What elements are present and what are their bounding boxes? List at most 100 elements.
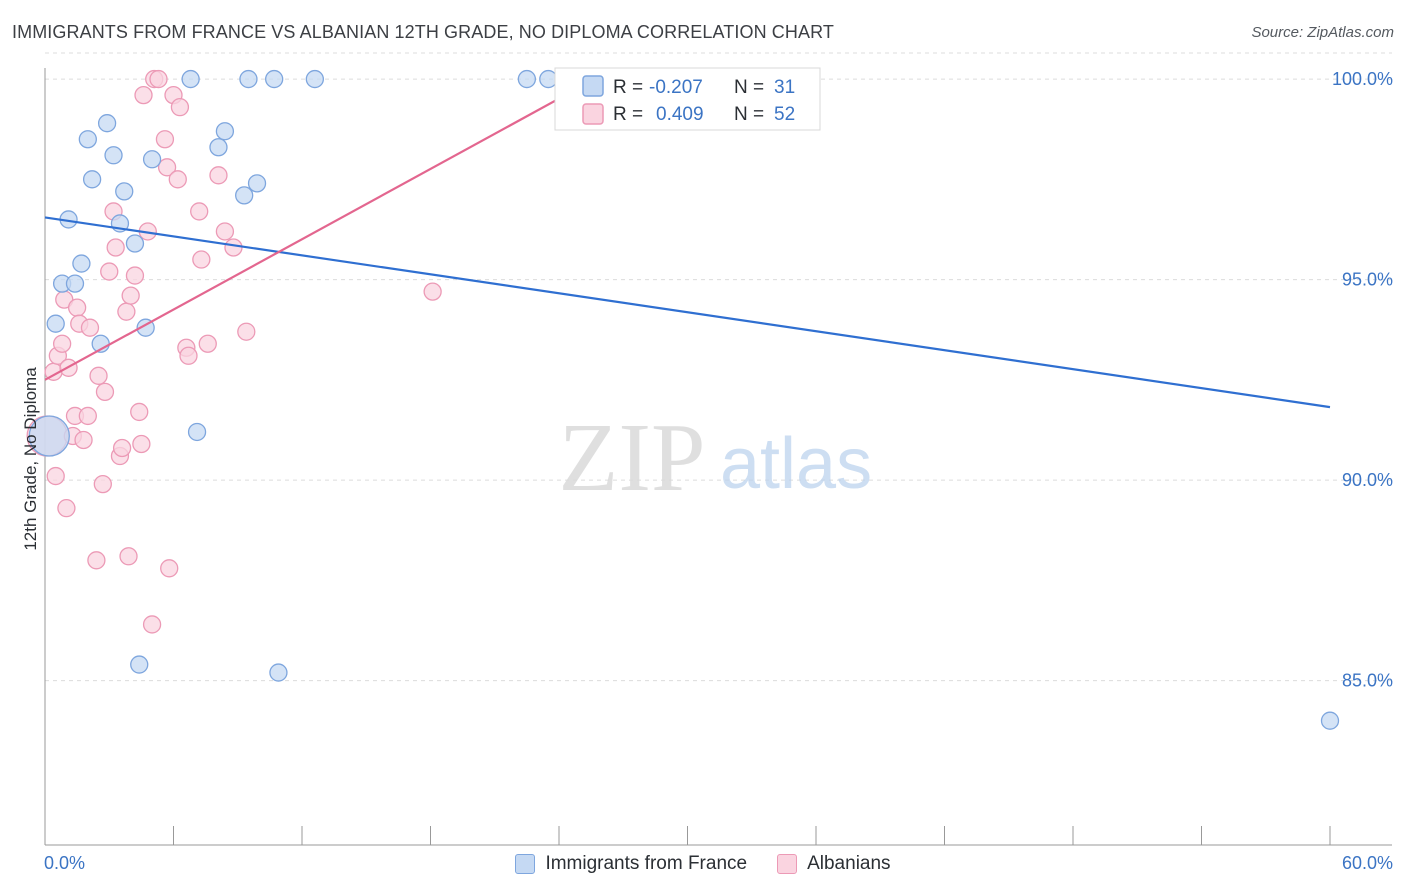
albanians-point [125, 266, 145, 285]
albanians-point [215, 222, 235, 241]
watermark-zip: ZIP [559, 404, 706, 512]
albanians-point [224, 238, 243, 257]
france-point [125, 234, 145, 253]
albanians-point [209, 166, 228, 185]
albanians-point [149, 69, 168, 89]
france-point [78, 130, 97, 149]
grid-lines [45, 52, 1392, 682]
albanians-point [117, 302, 136, 321]
legend-item-france: Immigrants from France [515, 853, 747, 875]
france-point [239, 69, 258, 89]
albanians-point [179, 346, 198, 365]
scatter-points [26, 69, 1340, 730]
y-tick-label: 100.0% [1332, 69, 1393, 89]
albanians-point [106, 238, 125, 257]
y-tick-label: 85.0% [1342, 671, 1393, 691]
france-point [181, 69, 200, 89]
france-point [1320, 711, 1340, 730]
legend-n-label-1: N = [734, 77, 764, 98]
y-tick-label: 90.0% [1342, 470, 1393, 490]
legend-swatch-france-bottom [515, 854, 536, 874]
france-point [65, 274, 85, 293]
albanians-point [142, 615, 162, 634]
legend-r-label-1: R = [613, 77, 643, 98]
france-point [82, 170, 102, 189]
albanians-point [119, 547, 138, 566]
albanians-point [160, 559, 179, 578]
albanians-point [198, 334, 217, 353]
albanians-point [170, 98, 190, 117]
y-axis-title: 12th Grade, No Diploma [21, 367, 40, 551]
legend-swatch-albanians [582, 103, 604, 125]
albanians-point [87, 551, 106, 570]
y-tick-label: 95.0% [1342, 270, 1393, 290]
legend-label-france: Immigrants from France [545, 853, 748, 874]
france-point [142, 150, 162, 169]
legend-swatch-france [582, 75, 604, 97]
albanians-point [80, 318, 100, 337]
albanians-point [93, 474, 112, 494]
albanians-point [155, 130, 175, 149]
legend-swatch-albanians-bottom [777, 854, 798, 874]
legend-n-value-2: 52 [774, 104, 795, 125]
legend-r-label-2: R = [613, 104, 643, 125]
france-point [104, 146, 123, 165]
albanians-point [78, 406, 97, 426]
albanians-point [95, 382, 115, 402]
albanians-point [67, 298, 87, 317]
legend-n-value-1: 31 [774, 77, 795, 98]
legend-r-value-2: 0.409 [656, 104, 704, 125]
x-tick-label: 60.0% [1342, 853, 1393, 873]
france-point [235, 186, 254, 205]
albanians-point [192, 250, 211, 269]
watermark-atlas: atlas [720, 424, 872, 504]
albanians-point [112, 438, 132, 458]
correlation-legend: R = -0.207 N = 31 R = 0.409 N = 52 [554, 67, 821, 131]
trend-lines [44, 80, 1331, 409]
albanians-point [46, 466, 65, 486]
france-point [72, 254, 91, 273]
albanians-point [157, 158, 177, 177]
france-point [28, 415, 70, 457]
france-point [130, 655, 149, 674]
france-point [517, 69, 537, 89]
x-tick-labels: 0.0% 60.0% [44, 853, 1393, 873]
chart-title: IMMIGRANTS FROM FRANCE VS ALBANIAN 12TH … [12, 22, 834, 42]
france-point [247, 174, 267, 193]
albanians-point [121, 286, 140, 305]
legend-r-value-1: -0.207 [649, 77, 703, 98]
legend-n-label-2: N = [734, 104, 764, 125]
france-point [97, 114, 117, 133]
albanians-point [423, 282, 442, 301]
albanians-point [100, 262, 119, 281]
france-point [115, 182, 134, 201]
albanians-trend-line [44, 80, 592, 381]
albanians-point [132, 434, 151, 454]
albanians-point [74, 430, 93, 450]
france-point [46, 314, 65, 333]
source-label: Source: ZipAtlas.com [1251, 24, 1394, 41]
france-point [265, 69, 284, 89]
albanians-point [190, 202, 209, 221]
france-point [215, 122, 235, 141]
albanians-point [134, 85, 153, 105]
france-trend-line [44, 216, 1331, 409]
albanians-point [130, 402, 149, 422]
legend-item-albanians: Albanians [777, 853, 891, 875]
y-tick-labels: 85.0% 90.0% 95.0% 100.0% [1332, 69, 1393, 691]
france-point [209, 138, 228, 157]
france-point [305, 69, 325, 89]
albanians-point [52, 334, 72, 353]
albanians-point [57, 499, 76, 518]
france-point [269, 663, 288, 682]
legend-label-albanians: Albanians [807, 853, 891, 874]
france-point [187, 422, 207, 442]
albanians-point [237, 322, 256, 341]
albanians-point [168, 170, 187, 189]
x-tick-label: 0.0% [44, 853, 85, 873]
albanians-point [89, 366, 108, 385]
bottom-legend: Immigrants from France Albanians [0, 851, 1406, 877]
axes [44, 68, 1392, 846]
france-point [539, 69, 558, 89]
